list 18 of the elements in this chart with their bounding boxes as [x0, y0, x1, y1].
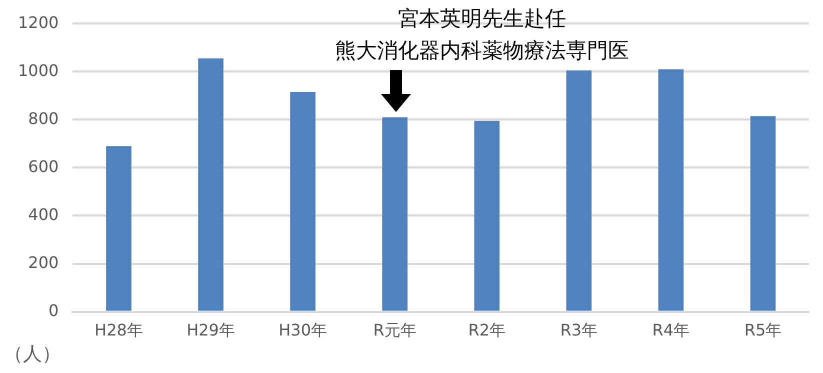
y-tick-label: 200: [28, 252, 59, 272]
x-tick-label: H30年: [278, 320, 327, 340]
x-tick-label: H29年: [186, 320, 235, 340]
y-tick-label: 1200: [18, 12, 59, 32]
x-tick-label: H28年: [94, 320, 143, 340]
y-axis-title: （人）: [4, 342, 61, 365]
annotation: 熊大消化器内科薬物療法専門医: [335, 38, 629, 62]
y-tick-label: 600: [28, 156, 59, 176]
x-tick-label: R2年: [468, 320, 506, 340]
x-tick-label: R3年: [560, 320, 598, 340]
x-tick-label: R5年: [744, 320, 782, 340]
y-tick-label: 1000: [18, 60, 59, 80]
x-tick-label: R4年: [652, 320, 690, 340]
annotation: 宮本英明先生赴任: [398, 6, 566, 30]
y-tick-label: 800: [28, 108, 59, 128]
y-tick-label: 0: [48, 300, 59, 320]
x-tick-label: R元年: [373, 320, 416, 340]
y-tick-label: 400: [28, 204, 59, 224]
